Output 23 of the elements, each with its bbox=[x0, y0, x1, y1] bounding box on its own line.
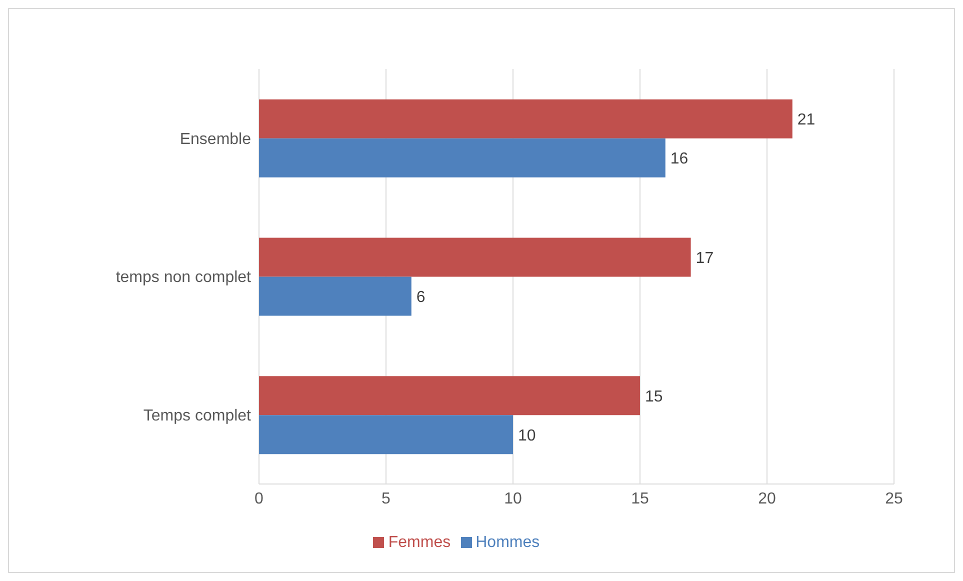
data-label: 17 bbox=[696, 250, 714, 267]
data-label: 15 bbox=[645, 388, 663, 406]
bar bbox=[259, 376, 640, 416]
y-tick-label: temps non complet bbox=[116, 269, 252, 286]
data-label: 16 bbox=[670, 150, 688, 168]
bar bbox=[259, 276, 412, 316]
data-label: 21 bbox=[797, 112, 816, 129]
bar bbox=[259, 138, 666, 178]
x-tick-label: 10 bbox=[504, 490, 522, 508]
x-tick-label: 0 bbox=[254, 490, 264, 508]
x-tick-label: 5 bbox=[382, 490, 391, 508]
y-tick-label: Ensemble bbox=[180, 130, 252, 148]
data-label: 10 bbox=[518, 427, 536, 444]
legend-label: Hommes bbox=[476, 534, 540, 551]
bar bbox=[259, 99, 792, 138]
x-tick-label: 15 bbox=[631, 490, 649, 508]
x-tick-label: 20 bbox=[758, 490, 776, 508]
bar bbox=[259, 238, 691, 277]
x-tick-label: 25 bbox=[885, 490, 903, 508]
data-label: 6 bbox=[416, 288, 426, 306]
y-tick-label: Temps complet bbox=[143, 408, 252, 425]
legend-label: Femmes bbox=[388, 534, 451, 551]
bar bbox=[259, 415, 513, 454]
